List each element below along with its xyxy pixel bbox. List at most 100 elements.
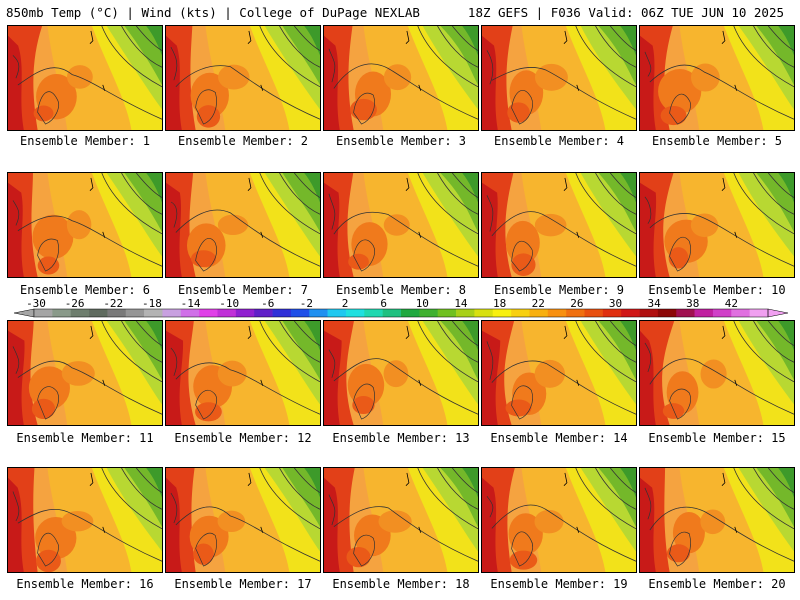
colorbar-swatch bbox=[584, 309, 604, 317]
ensemble-member-map bbox=[323, 320, 479, 426]
colorbar-swatch bbox=[345, 309, 365, 317]
colorbar-tick-label: 6 bbox=[380, 298, 387, 310]
ensemble-member-map bbox=[323, 467, 479, 573]
colorbar-tick-label: 26 bbox=[570, 298, 583, 310]
colorbar-swatch bbox=[107, 309, 127, 317]
temperature-field bbox=[324, 26, 478, 130]
colorbar-swatch bbox=[456, 309, 475, 317]
temperature-field bbox=[324, 173, 478, 277]
temperature-field bbox=[482, 173, 636, 277]
model-run-info: 18Z GEFS | F036 Valid: 06Z TUE JUN 10 20… bbox=[467, 5, 784, 20]
colorbar-swatch bbox=[52, 309, 71, 317]
map-title: 850mb Temp (°C) | Wind (kts) | College o… bbox=[6, 5, 420, 20]
colorbar-swatch bbox=[676, 309, 695, 317]
ensemble-member-map bbox=[7, 467, 163, 573]
colorbar-tick-label: -22 bbox=[103, 298, 123, 310]
colorbar-tick-label: 18 bbox=[493, 298, 506, 310]
colorbar-swatch bbox=[382, 309, 402, 317]
colorbar-tick-label: -2 bbox=[300, 298, 313, 310]
colorbar-swatch bbox=[309, 309, 328, 317]
colorbar-tick-label: -30 bbox=[26, 298, 46, 310]
ensemble-member-label: Ensemble Member: 15 bbox=[648, 431, 786, 445]
colorbar-swatch bbox=[364, 309, 383, 317]
colorbar-tick-label: 38 bbox=[686, 298, 699, 310]
colorbar-swatch bbox=[217, 309, 237, 317]
colorbar-swatch bbox=[89, 309, 108, 317]
temperature-field bbox=[8, 173, 162, 277]
colorbar-swatch bbox=[621, 309, 640, 317]
colorbar-swatch bbox=[199, 309, 218, 317]
colorbar-swatch bbox=[749, 309, 769, 317]
colorbar-swatch bbox=[272, 309, 292, 317]
colorbar-tick-label: -6 bbox=[261, 298, 274, 310]
colorbar-tick-label: 14 bbox=[454, 298, 468, 310]
colorbar-swatch bbox=[657, 309, 677, 317]
temperature-field bbox=[166, 321, 320, 425]
colorbar-low-arrow bbox=[13, 308, 35, 318]
temperature-field bbox=[482, 26, 636, 130]
colorbar-swatch bbox=[492, 309, 512, 317]
temperature-field bbox=[166, 173, 320, 277]
ensemble-member-map bbox=[165, 25, 321, 131]
colorbar-tick-label: -10 bbox=[219, 298, 239, 310]
colorbar-swatch bbox=[180, 309, 200, 317]
ensemble-member-map bbox=[165, 172, 321, 278]
colorbar-swatch bbox=[602, 309, 622, 317]
ensemble-member-map bbox=[7, 172, 163, 278]
ensemble-member-label: Ensemble Member: 9 bbox=[493, 283, 625, 297]
ensemble-member-map bbox=[323, 25, 479, 131]
ensemble-member-map bbox=[639, 25, 795, 131]
colorbar-swatch bbox=[712, 309, 732, 317]
colorbar-swatch bbox=[474, 309, 494, 317]
ensemble-member-label: Ensemble Member: 11 bbox=[16, 431, 154, 445]
temperature-field bbox=[324, 468, 478, 572]
ensemble-member-label: Ensemble Member: 8 bbox=[335, 283, 467, 297]
colorbar-frame bbox=[33, 308, 769, 318]
colorbar-high-arrow bbox=[767, 308, 789, 318]
colorbar-tick-label: -14 bbox=[181, 298, 201, 310]
colorbar-swatch bbox=[254, 309, 273, 317]
ensemble-member-label: Ensemble Member: 4 bbox=[493, 134, 625, 148]
colorbar-swatch bbox=[731, 309, 750, 317]
ensemble-member-map bbox=[481, 320, 637, 426]
colorbar-swatch bbox=[70, 309, 90, 317]
colorbar-swatch bbox=[529, 309, 549, 317]
temperature-field bbox=[482, 321, 636, 425]
ensemble-member-label: Ensemble Member: 1 bbox=[19, 134, 151, 148]
colorbar-swatch bbox=[419, 309, 438, 317]
ensemble-member-label: Ensemble Member: 17 bbox=[174, 577, 312, 591]
temperature-field bbox=[166, 26, 320, 130]
colorbar-swatch bbox=[547, 309, 567, 317]
colorbar-swatch bbox=[566, 309, 585, 317]
ensemble-member-label: Ensemble Member: 6 bbox=[19, 283, 151, 297]
temperature-field bbox=[166, 468, 320, 572]
ensemble-member-label: Ensemble Member: 10 bbox=[648, 283, 786, 297]
colorbar-swatch bbox=[34, 309, 53, 317]
ensemble-member-label: Ensemble Member: 3 bbox=[335, 134, 467, 148]
temperature-field bbox=[640, 321, 794, 425]
colorbar-swatch bbox=[401, 309, 420, 317]
temperature-field bbox=[8, 468, 162, 572]
ensemble-member-map bbox=[481, 467, 637, 573]
ensemble-member-label: Ensemble Member: 7 bbox=[177, 283, 309, 297]
ensemble-member-label: Ensemble Member: 12 bbox=[174, 431, 312, 445]
colorbar-tick-label: 34 bbox=[647, 298, 661, 310]
colorbar-tick-label: 22 bbox=[532, 298, 545, 310]
ensemble-member-map bbox=[481, 172, 637, 278]
ensemble-member-map bbox=[165, 467, 321, 573]
colorbar-swatch bbox=[437, 309, 457, 317]
colorbar-swatch bbox=[290, 309, 310, 317]
ensemble-member-label: Ensemble Member: 5 bbox=[651, 134, 783, 148]
ensemble-member-label: Ensemble Member: 2 bbox=[177, 134, 309, 148]
ensemble-member-label: Ensemble Member: 18 bbox=[332, 577, 470, 591]
temperature-field bbox=[324, 321, 478, 425]
colorbar-tick-label: 30 bbox=[609, 298, 622, 310]
ensemble-member-label: Ensemble Member: 14 bbox=[490, 431, 628, 445]
ensemble-member-map bbox=[639, 467, 795, 573]
colorbar-tick-label: 42 bbox=[725, 298, 738, 310]
colorbar-tick-label: -26 bbox=[65, 298, 85, 310]
colorbar-swatch bbox=[235, 309, 255, 317]
temperature-field bbox=[8, 321, 162, 425]
temperature-field bbox=[640, 26, 794, 130]
colorbar-swatch bbox=[511, 309, 530, 317]
